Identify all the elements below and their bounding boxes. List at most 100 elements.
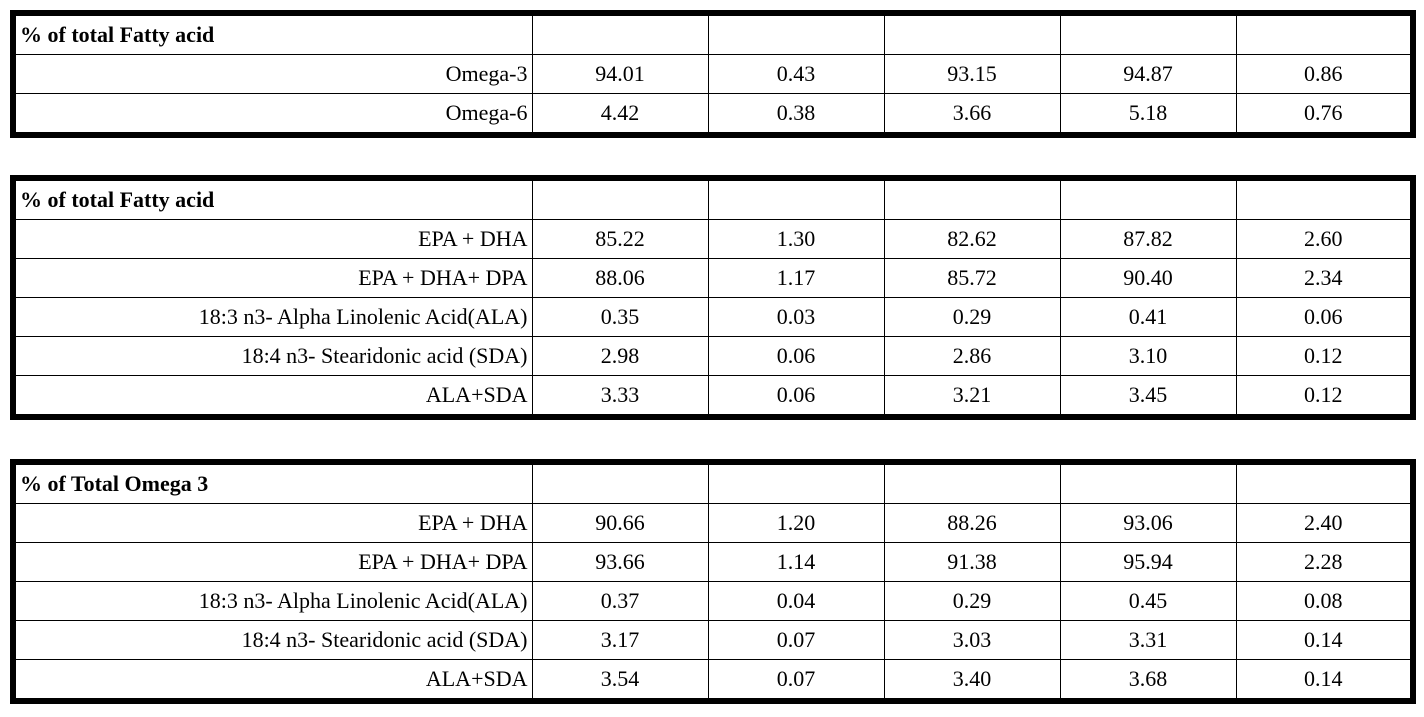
table-cell: 1.20 <box>708 504 884 543</box>
table-cell: 0.07 <box>708 621 884 660</box>
row-label: 18:4 n3- Stearidonic acid (SDA) <box>13 621 532 660</box>
table-row: 18:4 n3- Stearidonic acid (SDA) 3.17 0.0… <box>13 621 1413 660</box>
table-cell: 0.29 <box>884 582 1060 621</box>
table-cell: 93.06 <box>1060 504 1236 543</box>
table-cell: 91.38 <box>884 543 1060 582</box>
table-row: Omega-6 4.42 0.38 3.66 5.18 0.76 <box>13 94 1413 136</box>
table-row: 18:3 n3- Alpha Linolenic Acid(ALA) 0.37 … <box>13 582 1413 621</box>
table-cell: 0.14 <box>1236 621 1413 660</box>
table-cell: 90.66 <box>532 504 708 543</box>
table-row: ALA+SDA 3.54 0.07 3.40 3.68 0.14 <box>13 660 1413 702</box>
empty-header-cell <box>708 13 884 55</box>
table-header-row: % of total Fatty acid <box>13 13 1413 55</box>
table-cell: 90.40 <box>1060 259 1236 298</box>
table-cell: 0.86 <box>1236 55 1413 94</box>
table-cell: 1.17 <box>708 259 884 298</box>
empty-header-cell <box>1236 462 1413 504</box>
table-cell: 2.28 <box>1236 543 1413 582</box>
empty-header-cell <box>884 462 1060 504</box>
table-cell: 85.72 <box>884 259 1060 298</box>
table-cell: 3.66 <box>884 94 1060 136</box>
table-title: % of total Fatty acid <box>13 13 532 55</box>
table-cell: 3.21 <box>884 376 1060 418</box>
table-cell: 93.66 <box>532 543 708 582</box>
table-cell: 0.07 <box>708 660 884 702</box>
empty-header-cell <box>532 462 708 504</box>
empty-header-cell <box>1236 13 1413 55</box>
table-cell: 0.76 <box>1236 94 1413 136</box>
table-title: % of total Fatty acid <box>13 178 532 220</box>
row-label: EPA + DHA+ DPA <box>13 543 532 582</box>
table-cell: 2.60 <box>1236 220 1413 259</box>
table-cell: 0.14 <box>1236 660 1413 702</box>
empty-header-cell <box>884 178 1060 220</box>
table-cell: 0.12 <box>1236 337 1413 376</box>
table-cell: 93.15 <box>884 55 1060 94</box>
table-cell: 3.03 <box>884 621 1060 660</box>
row-label: 18:4 n3- Stearidonic acid (SDA) <box>13 337 532 376</box>
table-cell: 0.38 <box>708 94 884 136</box>
table-cell: 0.06 <box>708 376 884 418</box>
table-cell: 3.54 <box>532 660 708 702</box>
table-cell: 94.01 <box>532 55 708 94</box>
row-label: 18:3 n3- Alpha Linolenic Acid(ALA) <box>13 298 532 337</box>
table-cell: 5.18 <box>1060 94 1236 136</box>
table-row: ALA+SDA 3.33 0.06 3.21 3.45 0.12 <box>13 376 1413 418</box>
table-cell: 0.08 <box>1236 582 1413 621</box>
table-cell: 0.06 <box>1236 298 1413 337</box>
fatty-acid-table-1: % of total Fatty acid Omega-3 94.01 0.43… <box>10 10 1416 138</box>
row-label: ALA+SDA <box>13 660 532 702</box>
table-cell: 85.22 <box>532 220 708 259</box>
empty-header-cell <box>708 462 884 504</box>
empty-header-cell <box>1060 462 1236 504</box>
table-row: EPA + DHA 90.66 1.20 88.26 93.06 2.40 <box>13 504 1413 543</box>
row-label: ALA+SDA <box>13 376 532 418</box>
table-cell: 3.45 <box>1060 376 1236 418</box>
fatty-acid-table-3: % of Total Omega 3 EPA + DHA 90.66 1.20 … <box>10 459 1416 704</box>
table-cell: 0.35 <box>532 298 708 337</box>
table-cell: 88.26 <box>884 504 1060 543</box>
fatty-acid-table-2: % of total Fatty acid EPA + DHA 85.22 1.… <box>10 175 1416 420</box>
table-cell: 0.45 <box>1060 582 1236 621</box>
table-row: EPA + DHA 85.22 1.30 82.62 87.82 2.60 <box>13 220 1413 259</box>
table-cell: 4.42 <box>532 94 708 136</box>
table-cell: 0.43 <box>708 55 884 94</box>
table-row: EPA + DHA+ DPA 93.66 1.14 91.38 95.94 2.… <box>13 543 1413 582</box>
table-cell: 87.82 <box>1060 220 1236 259</box>
table-cell: 95.94 <box>1060 543 1236 582</box>
table-title: % of Total Omega 3 <box>13 462 532 504</box>
row-label: Omega-3 <box>13 55 532 94</box>
table-cell: 3.68 <box>1060 660 1236 702</box>
row-label: EPA + DHA <box>13 504 532 543</box>
table-cell: 94.87 <box>1060 55 1236 94</box>
row-label: EPA + DHA <box>13 220 532 259</box>
table-row: Omega-3 94.01 0.43 93.15 94.87 0.86 <box>13 55 1413 94</box>
row-label: EPA + DHA+ DPA <box>13 259 532 298</box>
table-cell: 0.41 <box>1060 298 1236 337</box>
row-label: Omega-6 <box>13 94 532 136</box>
table-header-row: % of Total Omega 3 <box>13 462 1413 504</box>
table-cell: 0.06 <box>708 337 884 376</box>
table-cell: 3.17 <box>532 621 708 660</box>
table-row: EPA + DHA+ DPA 88.06 1.17 85.72 90.40 2.… <box>13 259 1413 298</box>
table-cell: 3.33 <box>532 376 708 418</box>
table-cell: 2.40 <box>1236 504 1413 543</box>
table-row: 18:4 n3- Stearidonic acid (SDA) 2.98 0.0… <box>13 337 1413 376</box>
table-cell: 3.31 <box>1060 621 1236 660</box>
empty-header-cell <box>532 178 708 220</box>
table-cell: 2.34 <box>1236 259 1413 298</box>
table-cell: 88.06 <box>532 259 708 298</box>
table-cell: 1.30 <box>708 220 884 259</box>
table-cell: 3.10 <box>1060 337 1236 376</box>
table-cell: 0.37 <box>532 582 708 621</box>
table-cell: 82.62 <box>884 220 1060 259</box>
empty-header-cell <box>532 13 708 55</box>
table-cell: 3.40 <box>884 660 1060 702</box>
empty-header-cell <box>708 178 884 220</box>
table-cell: 2.86 <box>884 337 1060 376</box>
empty-header-cell <box>884 13 1060 55</box>
empty-header-cell <box>1060 178 1236 220</box>
row-label: 18:3 n3- Alpha Linolenic Acid(ALA) <box>13 582 532 621</box>
table-header-row: % of total Fatty acid <box>13 178 1413 220</box>
table-row: 18:3 n3- Alpha Linolenic Acid(ALA) 0.35 … <box>13 298 1413 337</box>
